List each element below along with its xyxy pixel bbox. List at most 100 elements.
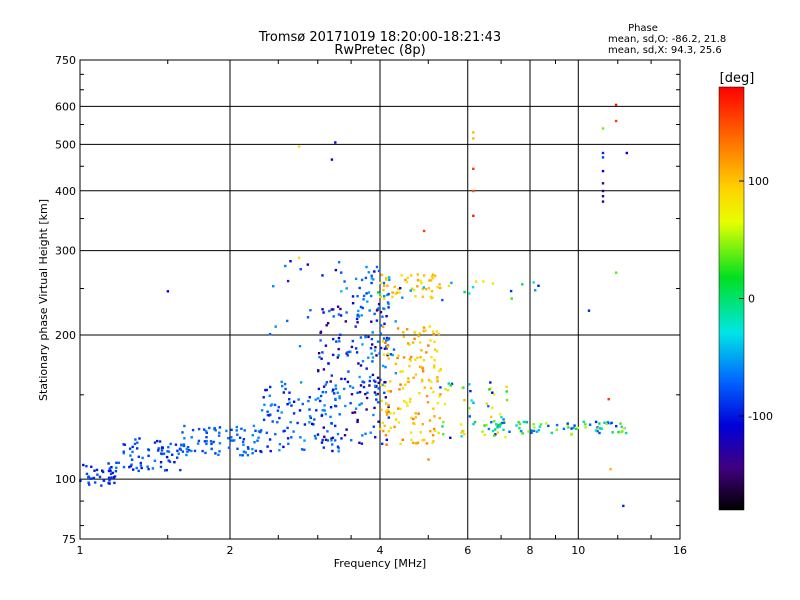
data-point: [438, 395, 441, 398]
data-point: [598, 431, 601, 435]
data-point: [408, 364, 411, 368]
data-point: [609, 468, 612, 471]
data-point: [387, 416, 390, 419]
data-point: [399, 407, 402, 411]
data-point: [319, 330, 323, 333]
data-point: [517, 420, 520, 424]
data-point: [494, 428, 497, 431]
data-point: [183, 437, 186, 440]
data-point: [303, 423, 307, 426]
data-point: [337, 450, 340, 453]
plot-frame: [79, 59, 681, 540]
data-point: [323, 409, 326, 412]
data-point: [532, 423, 535, 426]
data-point: [410, 274, 413, 277]
data-point: [321, 390, 324, 394]
data-point: [239, 453, 242, 457]
data-point: [282, 445, 285, 449]
data-point: [418, 392, 421, 395]
data-point: [515, 424, 518, 427]
data-point: [319, 399, 322, 403]
data-point: [414, 295, 417, 298]
data-point: [203, 428, 206, 431]
data-point: [420, 378, 424, 382]
data-point: [334, 397, 337, 401]
data-point: [414, 412, 417, 415]
data-point: [218, 442, 222, 445]
data-point: [410, 416, 413, 420]
data-point: [253, 441, 256, 444]
data-point: [397, 407, 400, 410]
data-point: [338, 340, 341, 343]
data-point: [432, 330, 435, 333]
data-point: [128, 465, 131, 469]
data-point: [625, 151, 628, 155]
data-point: [101, 470, 105, 474]
data-point: [259, 430, 262, 434]
data-point: [303, 439, 306, 442]
data-point: [422, 229, 426, 233]
data-point: [414, 358, 417, 361]
data-point: [386, 353, 389, 357]
data-point: [306, 316, 310, 319]
data-point: [340, 290, 343, 293]
data-point: [146, 465, 149, 468]
data-point: [372, 425, 375, 428]
data-point: [439, 368, 442, 371]
data-point: [330, 308, 333, 311]
data-point: [431, 273, 435, 276]
data-point: [413, 337, 416, 340]
data-point: [332, 315, 335, 318]
data-point: [550, 431, 553, 435]
data-point: [502, 421, 506, 424]
data-point: [297, 145, 301, 148]
data-point: [167, 450, 171, 453]
data-point: [182, 444, 186, 448]
y-tick-label: 600: [55, 100, 76, 113]
data-point: [160, 452, 163, 455]
data-point: [398, 291, 401, 294]
data-point: [424, 329, 427, 332]
data-point: [326, 430, 329, 433]
data-point: [422, 326, 426, 329]
data-point: [107, 476, 111, 479]
data-point: [307, 399, 310, 403]
data-point: [489, 387, 492, 390]
data-point: [292, 412, 296, 415]
data-point: [431, 296, 434, 299]
data-point: [509, 289, 513, 293]
data-point: [433, 359, 436, 362]
data-point: [522, 420, 526, 424]
data-point: [242, 438, 246, 441]
data-point: [280, 380, 283, 384]
data-point: [298, 409, 302, 412]
data-point: [381, 383, 384, 387]
data-point: [566, 424, 569, 427]
data-point: [329, 380, 332, 383]
data-point: [122, 452, 125, 455]
data-point: [505, 385, 508, 388]
axis-ticks: 1 2 4 6 8 10 16 75 100 200 300 400 500 600 750: [55, 54, 687, 557]
data-point: [383, 391, 386, 394]
data-point: [530, 431, 533, 434]
data-point: [378, 352, 381, 355]
data-point: [197, 439, 201, 443]
data-point: [447, 284, 451, 288]
data-point: [315, 409, 318, 412]
data-point: [331, 436, 335, 439]
data-point: [108, 482, 111, 485]
data-point: [489, 381, 492, 384]
data-point: [264, 388, 267, 392]
data-point: [379, 311, 383, 314]
data-point: [472, 137, 475, 140]
data-point: [394, 292, 397, 295]
data-point: [405, 280, 409, 284]
data-point: [379, 324, 383, 327]
data-point: [439, 386, 442, 389]
data-point: [410, 287, 414, 290]
data-point: [377, 303, 381, 306]
data-point: [473, 420, 477, 424]
data-point: [491, 282, 495, 285]
data-point: [286, 319, 289, 323]
data-point: [151, 467, 155, 470]
